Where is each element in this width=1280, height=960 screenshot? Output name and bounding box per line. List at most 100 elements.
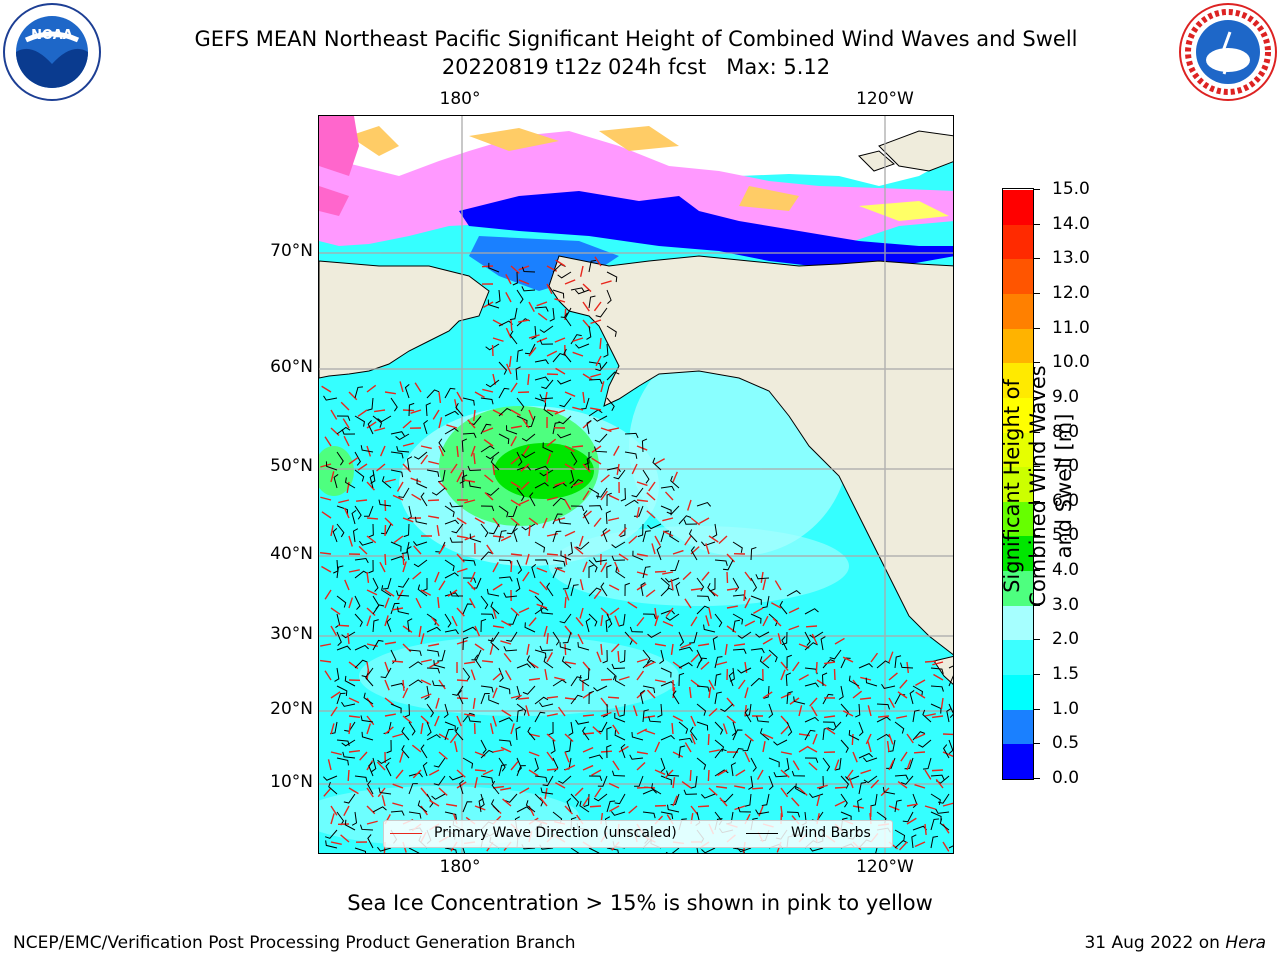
nws-logo (1179, 3, 1277, 101)
wind-barb (534, 696, 549, 705)
wave-direction-arrow (860, 676, 872, 681)
wind-barb (479, 793, 485, 809)
wave-direction-arrow (402, 687, 409, 699)
wave-direction-arrow (337, 624, 350, 627)
wind-barb (486, 588, 500, 597)
wave-direction-arrow (860, 769, 872, 775)
wave-direction-arrow (579, 607, 584, 619)
wind-barb (433, 775, 446, 786)
wave-direction-arrow (411, 744, 422, 753)
wind-barb (539, 394, 554, 400)
wave-direction-arrow (792, 760, 800, 771)
wind-barb (524, 622, 536, 633)
wind-barb (904, 757, 914, 770)
wave-direction-arrow (420, 693, 432, 699)
wave-direction-swatch (390, 833, 422, 834)
wind-barb (426, 734, 441, 741)
wind-barb (486, 487, 500, 496)
wave-direction-arrow (402, 553, 405, 566)
wind-barb (652, 457, 662, 471)
wave-direction-arrow (554, 337, 566, 343)
wind-barb (423, 419, 429, 435)
wave-direction-arrow (528, 617, 537, 627)
wave-direction-arrow (510, 425, 522, 429)
wave-direction-arrow (780, 725, 790, 735)
wind-barb (620, 487, 626, 502)
wind-barb (683, 519, 698, 525)
wind-barb (750, 613, 762, 624)
wind-barb (341, 429, 356, 435)
wind-barb (935, 808, 950, 814)
wave-direction-arrow (644, 715, 656, 719)
wave-direction-arrow (717, 769, 728, 777)
wave-direction-arrow (760, 571, 764, 583)
wind-barb (804, 729, 816, 741)
wave-direction-arrow (348, 723, 352, 735)
wind-barb (804, 608, 819, 615)
lon-label-top-120w: 120°W (856, 89, 914, 109)
wave-direction-arrow (320, 496, 332, 501)
wind-barb (390, 397, 398, 412)
wave-direction-arrow (330, 427, 340, 437)
wave-direction-arrow (600, 615, 604, 627)
wave-direction-arrow (366, 643, 378, 647)
wind-barb (487, 299, 500, 309)
lon-label-bottom-180: 180° (439, 857, 481, 877)
wind-barb (579, 800, 590, 813)
wave-direction-arrow (906, 803, 918, 807)
wave-direction-arrow (528, 301, 535, 312)
wind-barb (840, 739, 849, 753)
wind-barb (642, 530, 651, 543)
vector-field (319, 256, 953, 853)
wave-direction-arrow (636, 445, 648, 451)
wind-barb (786, 721, 793, 736)
wave-direction-arrow (594, 256, 602, 267)
wind-barb (529, 492, 536, 507)
wind-barb (712, 636, 718, 651)
wind-barb (408, 661, 423, 669)
wave-direction-arrow (643, 786, 656, 789)
wave-direction-arrow (618, 745, 629, 753)
wind-barb (584, 451, 590, 466)
wind-barb (336, 451, 344, 466)
wind-barb (498, 407, 512, 417)
map-canvas (319, 116, 953, 853)
wind-barb (948, 675, 953, 687)
wind-barb (593, 415, 608, 422)
wave-direction-arrow (708, 708, 718, 717)
lat-label-20n: 20°N (270, 699, 313, 719)
wave-direction-arrow (518, 279, 530, 285)
wave-direction-arrow (348, 569, 360, 573)
wave-direction-arrow (572, 337, 584, 343)
wind-barb (354, 659, 368, 669)
wave-direction-arrow (502, 798, 512, 807)
wind-barb (367, 420, 374, 435)
wave-direction-arrow (824, 661, 836, 665)
wave-direction-arrow (770, 602, 782, 609)
wind-barb (870, 793, 878, 807)
wave-direction-arrow (510, 456, 520, 465)
wind-barb (683, 789, 698, 795)
wave-direction-arrow (342, 418, 350, 429)
wave-direction-arrow (743, 589, 746, 602)
wind-barb (714, 656, 723, 669)
wind-barb (857, 798, 863, 813)
wave-direction-arrow (402, 561, 407, 573)
wind-barb (354, 613, 363, 627)
wave-direction-arrow (330, 691, 341, 699)
wave-direction-arrow (924, 769, 932, 780)
wave-direction-arrow (437, 596, 440, 609)
wind-barb (666, 770, 680, 777)
wave-direction-arrow (420, 715, 430, 724)
wave-direction-arrow (914, 841, 926, 848)
wind-barb (557, 379, 572, 385)
wave-direction-arrow (428, 769, 440, 776)
wind-barb (678, 672, 685, 687)
wind-barb (779, 600, 788, 615)
wind-barb (707, 583, 716, 597)
wave-direction-arrow (582, 691, 593, 699)
wave-direction-arrow (628, 635, 638, 645)
wave-direction-arrow (609, 805, 620, 812)
wind-barb (516, 806, 531, 813)
wave-direction-arrow (906, 817, 917, 825)
